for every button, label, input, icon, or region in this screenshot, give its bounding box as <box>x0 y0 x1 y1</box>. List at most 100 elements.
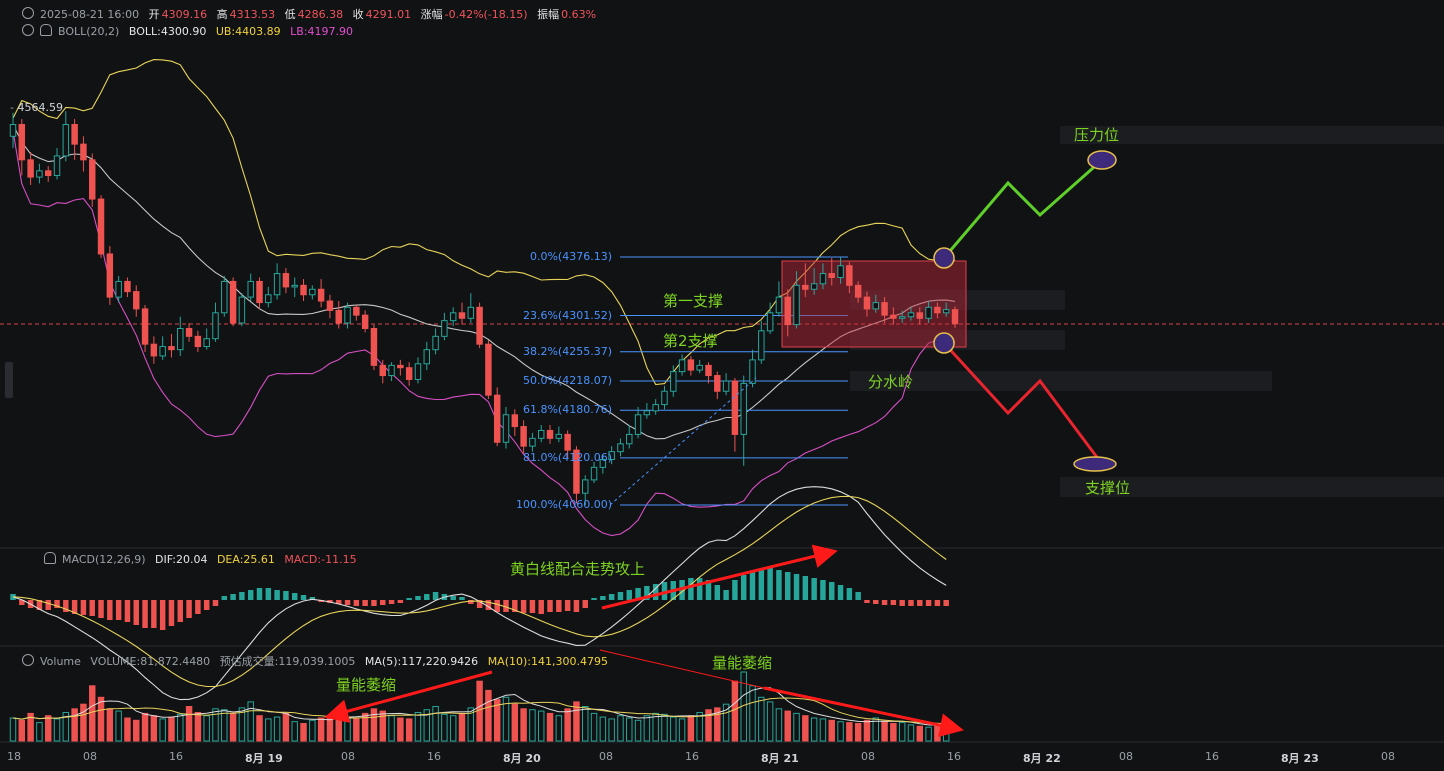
macd-histogram-bar <box>89 600 95 616</box>
candle-body <box>819 273 827 285</box>
candle-body <box>97 198 105 255</box>
candle-body <box>511 414 519 428</box>
macd-histogram-bar <box>309 597 316 600</box>
volume-bar <box>626 717 633 742</box>
candle-body <box>458 312 466 319</box>
eye-icon[interactable] <box>22 24 34 36</box>
volume-bar <box>898 722 906 742</box>
bell-icon[interactable] <box>44 552 56 564</box>
candle-body <box>934 306 941 314</box>
macd-histogram-bar <box>494 600 500 612</box>
watershed-label: 分水岭 <box>868 373 914 391</box>
macd-histogram-bar <box>600 596 606 600</box>
volume-bar <box>696 711 703 742</box>
volume-bar <box>18 719 26 742</box>
macd-histogram-bar <box>661 582 668 600</box>
eye-icon[interactable] <box>22 7 34 19</box>
candle-body <box>863 296 871 310</box>
resistance-ellipse-top <box>1087 150 1117 170</box>
volume-bar <box>361 712 369 742</box>
volume-bar <box>476 680 483 742</box>
bell-icon[interactable] <box>40 24 52 36</box>
candle-body <box>282 273 290 288</box>
fib-label-2: 38.2%(4255.37) <box>522 344 612 358</box>
volume-bar <box>687 715 695 742</box>
macd-histogram-bar <box>142 600 148 628</box>
macd-histogram-bar <box>71 600 78 614</box>
volume-bar <box>44 715 52 742</box>
candle-body <box>537 429 545 439</box>
max-price-marker: - 4564.59 <box>10 101 63 114</box>
macd-histogram-bar <box>829 582 835 600</box>
volume-bar <box>872 717 879 742</box>
volume-bar <box>802 715 809 742</box>
macd-histogram-bar <box>274 590 280 600</box>
support-label: 支撑位 <box>1085 479 1131 497</box>
macd-histogram-bar <box>415 596 421 600</box>
volume-bar <box>458 712 466 742</box>
macd-histogram-bar <box>908 600 914 606</box>
macd-histogram-bar <box>195 600 201 614</box>
x-tick-label: 08 <box>861 750 875 763</box>
volume-bar <box>353 718 360 742</box>
candle-body <box>925 306 932 319</box>
x-tick-label: 08 <box>1381 750 1395 763</box>
x-tick-label: 16 <box>947 750 961 763</box>
volume-bar <box>485 689 492 742</box>
bearish-projection-path <box>942 341 1104 465</box>
x-tick-label: 16 <box>427 750 441 763</box>
x-tick-label: 8月 20 <box>503 752 541 765</box>
sidebar-toggle-handle[interactable] <box>5 362 13 398</box>
candle-body <box>502 414 510 443</box>
macd-histogram-bar <box>740 575 747 600</box>
candle-body <box>828 273 835 278</box>
volume-bar <box>881 721 888 742</box>
candle-body <box>599 458 607 468</box>
x-tick-label: 18 <box>7 750 21 763</box>
candle-body <box>916 312 924 319</box>
candle-body <box>881 302 888 316</box>
candle-body <box>53 155 61 177</box>
candle-body <box>309 288 316 296</box>
candle-body <box>344 306 351 324</box>
volume-bar <box>212 708 219 742</box>
macd-histogram-bar <box>758 570 765 600</box>
candle-body <box>177 327 184 351</box>
volume-bar <box>71 708 78 742</box>
eye-icon[interactable] <box>22 654 34 666</box>
volume-shrink-label-1: 量能萎缩 <box>336 676 397 694</box>
volume-bar <box>617 715 624 742</box>
x-tick-label: 08 <box>341 750 355 763</box>
volume-bar <box>194 711 202 742</box>
candle-body <box>238 296 246 324</box>
fib-label-4: 61.8%(4180.76) <box>522 403 612 417</box>
candle-body <box>687 359 695 371</box>
candle-body <box>467 306 475 319</box>
macd-histogram-bar <box>688 578 694 600</box>
volume-bar <box>766 701 774 742</box>
volume-bar <box>133 719 140 742</box>
support-ellipse-start <box>933 332 955 354</box>
volume-bar <box>309 719 316 742</box>
macd-histogram-bar <box>159 600 166 630</box>
volume-bar <box>520 708 527 742</box>
volume-ma5-line <box>12 687 947 727</box>
macd-trend-arrow <box>601 544 838 610</box>
volume-bar <box>564 708 571 742</box>
volume-bar <box>634 719 642 742</box>
candle-body <box>256 280 263 304</box>
volume-bar <box>97 696 105 742</box>
macd-histogram-bar <box>573 600 580 612</box>
volume-bar <box>80 703 87 742</box>
volume-bar <box>344 716 351 742</box>
volume-bar <box>177 713 184 742</box>
macd-histogram-bar <box>424 594 430 600</box>
volume-bar <box>907 724 915 742</box>
volume-bar <box>441 713 448 742</box>
volume-bar <box>159 718 166 742</box>
volume-bar <box>185 706 193 742</box>
x-tick-label: 8月 22 <box>1023 752 1061 765</box>
volume-bar <box>722 703 730 742</box>
